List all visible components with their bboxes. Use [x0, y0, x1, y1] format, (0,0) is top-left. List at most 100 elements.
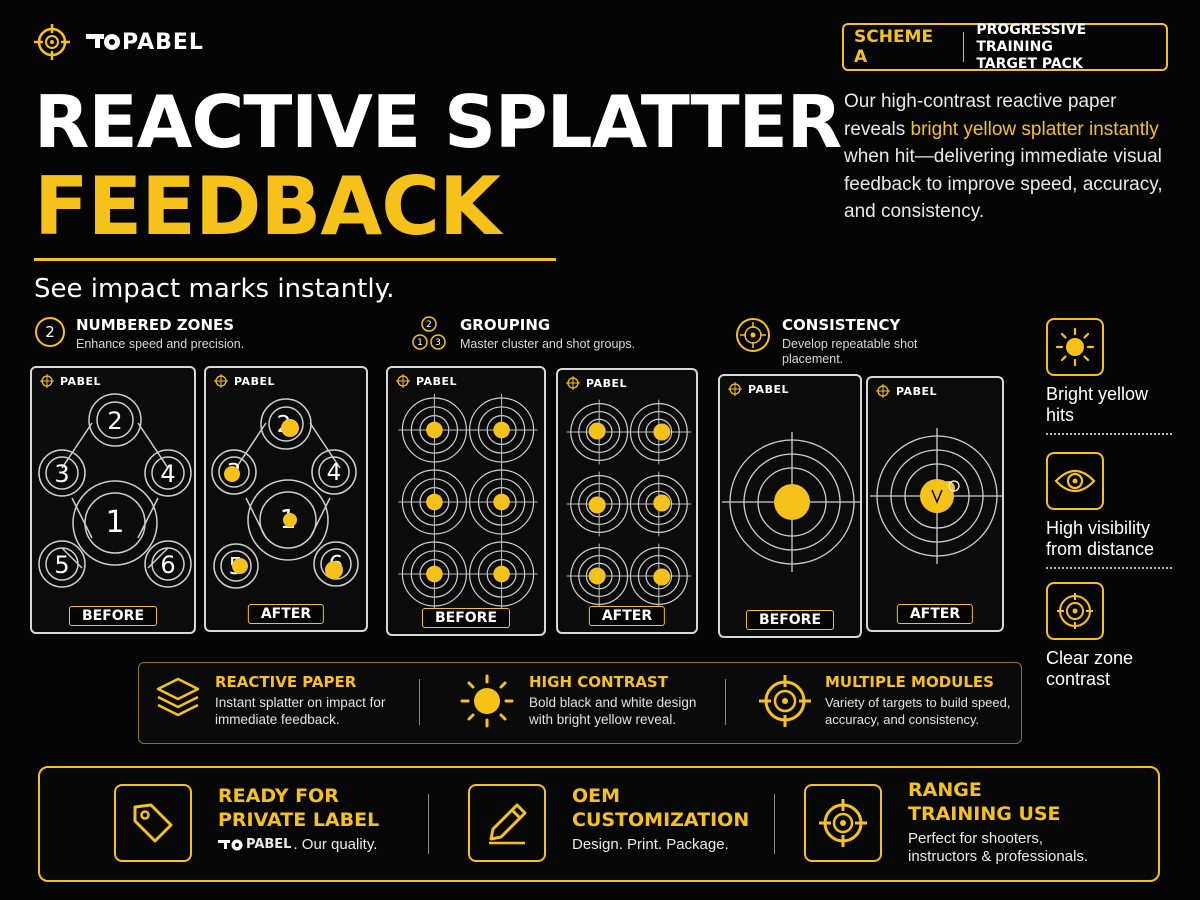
splatter-hit: [653, 494, 671, 512]
center-dot: [426, 421, 443, 439]
eye-icon: [1054, 469, 1096, 493]
target-card-numbered-before: PABEL 1 2 3 4 5 6 BEFORE: [30, 366, 196, 634]
crosshair-icon: [396, 374, 410, 388]
center-dot: [493, 565, 510, 583]
mini-target: [398, 538, 471, 610]
mini-target: [398, 466, 471, 538]
target-card-grouping-after: PABEL AFTER: [556, 368, 698, 634]
card-brand: PABEL: [748, 382, 789, 396]
bottom-brand: PABEL: [246, 837, 292, 852]
crosshair-icon: [34, 24, 70, 60]
mini-target: [465, 466, 538, 538]
bottom-title-line2: CUSTOMIZATION: [572, 809, 750, 831]
card-logo: PABEL: [566, 376, 627, 390]
group-badge-icon: 2 1 3: [412, 316, 446, 350]
zone-number: 5: [54, 551, 69, 579]
gun-t-icon: [218, 839, 243, 851]
splatter-hit: [653, 423, 671, 441]
zone-number: 3: [54, 460, 69, 488]
layers-icon: [156, 677, 200, 717]
divider: [1046, 433, 1172, 435]
description-text: Our high-contrast reactive paper reveals: [844, 91, 1117, 140]
crosshair-icon: [40, 374, 54, 388]
mini-target: [566, 399, 632, 465]
module-subtitle: Master cluster and shot groups.: [460, 337, 636, 351]
divider: [1046, 567, 1172, 569]
zone-number: 6: [160, 551, 175, 579]
splatter-hits: [224, 419, 343, 579]
mini-target: [566, 471, 632, 537]
center-dot: [493, 421, 510, 439]
benefit-text: Bold black and white design with bright …: [529, 695, 697, 727]
tag-icon: [133, 803, 173, 843]
splatter-hit: [588, 567, 606, 585]
bottom-oem: OEM CUSTOMIZATION Design. Print. Package…: [468, 784, 749, 862]
zone-number: 1: [105, 505, 124, 540]
hero-description: Our high-contrast reactive paper reveals…: [844, 88, 1164, 226]
target-card-numbered-after: PABEL 1 2 3 4 5 6 AFTER: [204, 366, 368, 632]
divider: [963, 32, 965, 62]
module-numbered-zones: 2 NUMBERED ZONES Enhance speed and preci…: [34, 316, 244, 352]
module-title: GROUPING: [460, 316, 551, 334]
mini-target: [465, 538, 538, 610]
before-label: BEFORE: [68, 606, 158, 626]
before-label: BEFORE: [745, 610, 835, 630]
bottom-icon-box: [468, 784, 546, 862]
bottom-private-label: READY FOR PRIVATE LABEL PABEL . Our qual…: [114, 784, 379, 862]
crosshair-icon: [819, 799, 867, 847]
svg-text:2: 2: [426, 320, 432, 330]
feature-label: High visibility from distance: [1046, 518, 1155, 559]
numbered-target-graphic: 1 2 3 4 5 6: [211, 398, 359, 589]
benefits-bar: REACTIVE PAPER Instant splatter on impac…: [138, 662, 1022, 744]
feature-clear-zone: Clear zone contrast: [1046, 582, 1176, 690]
scheme-pack: PROGRESSIVE TRAINING TARGET PACK: [964, 22, 1166, 73]
benefit-title: MULTIPLE MODULES: [825, 673, 994, 691]
bottom-title-line2: PRIVATE LABEL: [218, 809, 380, 831]
benefit-title: REACTIVE PAPER: [215, 673, 357, 691]
benefit-reactive-paper: REACTIVE PAPER Instant splatter on impac…: [153, 673, 387, 728]
crosshair-icon: [728, 382, 742, 396]
feature-label: Clear zone contrast: [1046, 648, 1134, 689]
grouping-target-graphic: [398, 394, 538, 610]
title-underline: [34, 258, 556, 261]
zone-number: 4: [160, 460, 175, 488]
bullseye-target-graphic: [722, 432, 860, 572]
bullseye-target-graphic: [870, 428, 1002, 564]
card-brand: PABEL: [586, 376, 627, 390]
bottom-bar: READY FOR PRIVATE LABEL PABEL . Our qual…: [38, 766, 1160, 882]
splatter-hit: [653, 568, 671, 586]
mini-target: [626, 543, 692, 609]
feature-bright-hits: Bright yellow hits: [1046, 318, 1176, 426]
module-subtitle: Enhance speed and precision.: [76, 337, 245, 351]
bottom-text-suffix: . Our quality.: [293, 836, 378, 853]
sun-icon: [1055, 327, 1095, 367]
grouping-target-graphic: [566, 399, 692, 609]
card-logo: PABEL: [214, 374, 275, 388]
target-card-consistency-before: PABEL BEFORE: [718, 374, 862, 638]
bottom-icon-box: [114, 784, 192, 862]
sun-icon: [460, 674, 514, 728]
hero-title-line2: FEEDBACK: [34, 160, 501, 253]
hero-subtitle: See impact marks instantly.: [34, 274, 395, 304]
crosshair-icon: [214, 374, 228, 388]
svg-text:3: 3: [435, 338, 441, 348]
feature-high-visibility: High visibility from distance: [1046, 452, 1176, 560]
card-brand: PABEL: [416, 374, 457, 388]
scheme-badge: SCHEME A PROGRESSIVE TRAINING TARGET PAC…: [842, 22, 1168, 73]
bottom-text: Perfect for shooters, instructors & prof…: [908, 830, 1089, 865]
feature-icon-box: [1046, 452, 1104, 510]
card-logo: PABEL: [396, 374, 457, 388]
mini-target: [626, 471, 692, 537]
bottom-text: Design. Print. Package.: [572, 836, 729, 853]
module-consistency: CONSISTENCY Develop repeatable shot plac…: [734, 316, 922, 367]
mini-target: [398, 394, 471, 466]
after-label: AFTER: [247, 604, 325, 624]
before-label: BEFORE: [421, 608, 511, 628]
hero-title-line1: REACTIVE SPLATTER: [34, 80, 842, 164]
bottom-text: PABEL . Our quality.: [218, 836, 379, 854]
divider: [725, 679, 726, 725]
center-dot: [426, 493, 443, 511]
gun-t-icon: [86, 34, 120, 50]
description-highlight: bright yellow splatter instantly: [910, 118, 1159, 140]
scheme-pack-line1: PROGRESSIVE TRAINING: [976, 21, 1087, 55]
